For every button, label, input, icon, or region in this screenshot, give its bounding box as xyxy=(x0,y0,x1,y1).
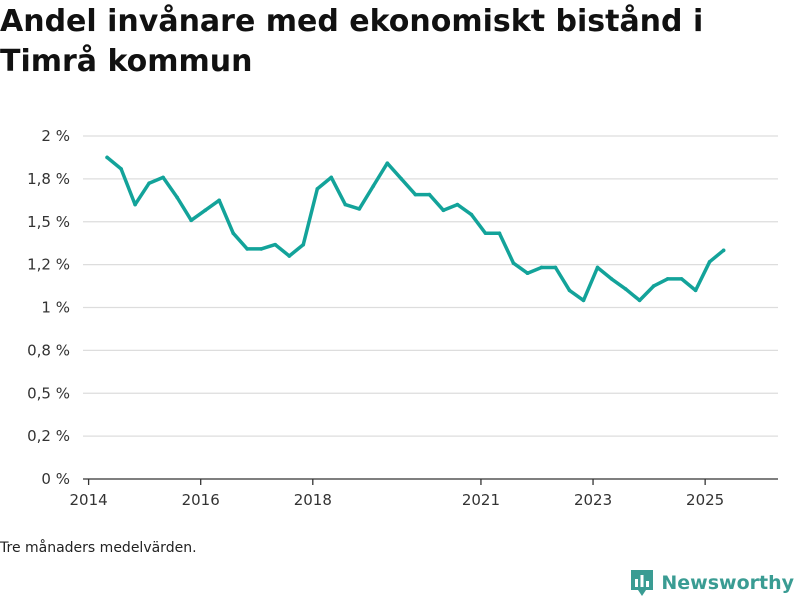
data-point xyxy=(357,207,362,211)
data-point xyxy=(189,218,193,223)
data-point xyxy=(119,167,123,171)
data-point xyxy=(147,181,151,185)
chart-title: Andel invånare med ekonomiskt bistånd i … xyxy=(0,4,704,79)
data-point xyxy=(455,202,460,207)
x-tick-label: 2014 xyxy=(70,491,108,509)
data-point xyxy=(315,187,320,191)
y-tick-label: 2 % xyxy=(41,127,70,145)
data-point xyxy=(175,195,179,200)
data-point xyxy=(539,265,544,270)
data-point xyxy=(371,184,376,188)
data-point xyxy=(553,265,558,270)
data-series xyxy=(105,155,726,303)
data-point xyxy=(567,288,572,293)
x-tick-label: 2018 xyxy=(294,491,332,509)
y-tick-label: 1 % xyxy=(41,299,70,317)
data-point xyxy=(637,298,642,303)
data-point xyxy=(595,265,600,270)
data-point xyxy=(721,248,726,253)
y-axis: 0 % 0,2 % 0,5 % 0,8 % 1 % 1,2 % 1,5 % 1,8 % 2 % xyxy=(27,127,70,488)
data-point xyxy=(343,202,348,207)
y-tick-label: 1,8 % xyxy=(27,170,70,188)
y-tick-label: 1,2 % xyxy=(27,256,70,274)
data-point xyxy=(301,242,306,247)
data-point xyxy=(399,177,404,181)
data-point xyxy=(469,212,474,217)
chart-footnote: Tre månaders medelvärden. xyxy=(0,540,197,556)
data-point xyxy=(133,202,137,207)
data-point xyxy=(245,247,250,251)
y-tick-label: 0,8 % xyxy=(27,341,70,359)
y-tick-label: 1,5 % xyxy=(27,213,70,231)
data-point xyxy=(413,192,418,197)
brand-name: Newsworthy xyxy=(661,572,794,594)
x-axis: 2014 2016 2018 2021 2023 2025 xyxy=(70,478,778,509)
x-tick-label: 2025 xyxy=(686,491,724,509)
data-point xyxy=(679,277,684,281)
grid-lines xyxy=(83,135,778,437)
data-point xyxy=(385,161,390,165)
data-point xyxy=(231,231,236,235)
data-point xyxy=(105,155,109,160)
x-tick-label: 2023 xyxy=(574,491,612,509)
x-tick-label: 2016 xyxy=(182,491,220,509)
data-point xyxy=(287,254,292,258)
data-point xyxy=(329,175,334,180)
y-tick-label: 0 % xyxy=(41,470,70,488)
newsworthy-logo[interactable]: Newsworthy xyxy=(629,568,794,598)
data-point xyxy=(707,259,712,264)
data-point xyxy=(525,271,530,276)
data-point xyxy=(609,277,614,281)
data-point xyxy=(259,247,264,251)
data-point xyxy=(623,287,628,291)
data-point xyxy=(217,198,221,203)
data-point xyxy=(441,208,446,213)
data-point xyxy=(161,175,165,180)
x-tick-label: 2021 xyxy=(462,491,500,509)
data-point xyxy=(483,231,488,235)
data-point xyxy=(497,231,502,235)
newsworthy-icon xyxy=(631,570,654,596)
data-point xyxy=(511,261,516,265)
y-tick-label: 0,2 % xyxy=(27,427,70,445)
data-point xyxy=(427,192,432,197)
data-point xyxy=(581,298,586,303)
data-point xyxy=(651,284,656,288)
data-point xyxy=(693,288,698,293)
data-point xyxy=(665,277,670,281)
data-point xyxy=(203,208,207,213)
data-point xyxy=(273,242,278,247)
y-tick-label: 0,5 % xyxy=(27,384,70,402)
